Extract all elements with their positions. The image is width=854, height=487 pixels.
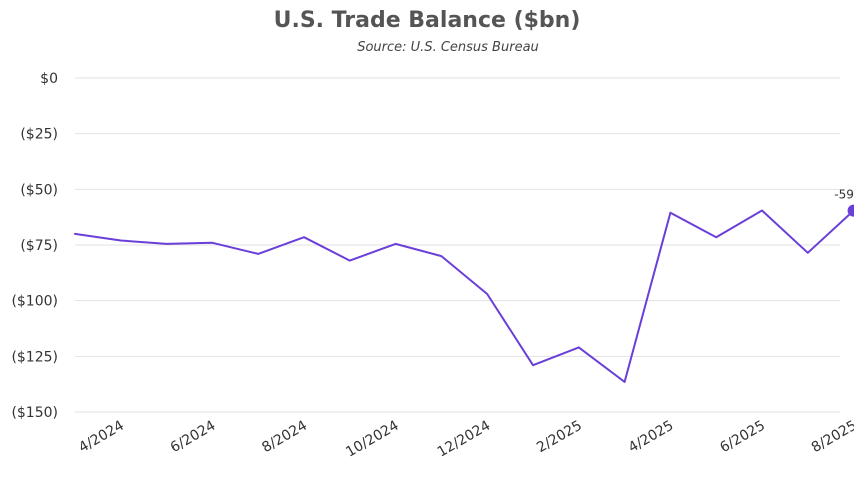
x-tick-label: 4/2025 <box>626 418 677 456</box>
series-line <box>74 209 854 383</box>
x-tick-label: 2/2025 <box>534 418 585 456</box>
series-line-group <box>74 209 854 383</box>
x-tick-label: 12/2024 <box>435 418 493 461</box>
x-axis-tick-labels: 4/2024 6/2024 8/2024 10/2024 12/2024 2/2025 4/… <box>76 418 854 461</box>
y-tick-label: ($125) <box>11 349 58 365</box>
gridlines <box>75 77 840 413</box>
x-tick-label: 8/2024 <box>259 418 310 457</box>
y-axis-tick-labels: $0 ($25) ($50) ($75) ($100) ($125) ($150) <box>11 71 58 421</box>
data-label: -59.55 <box>834 188 854 202</box>
x-tick-label: 6/2024 <box>168 418 219 457</box>
x-tick-label: 10/2024 <box>343 418 401 461</box>
chart-title: U.S. Trade Balance ($bn) <box>273 8 581 33</box>
y-tick-label: ($75) <box>20 238 58 254</box>
x-tick-label: 6/2025 <box>717 418 768 456</box>
y-tick-label: ($150) <box>11 405 58 421</box>
y-tick-label: ($25) <box>20 127 58 143</box>
annotations: -59.55 <box>834 188 854 217</box>
x-tick-label: 4/2024 <box>76 418 127 457</box>
last-point-marker <box>847 204 854 217</box>
chart-subtitle: Source: U.S. Census Bureau <box>357 40 539 55</box>
y-tick-label: $0 <box>40 71 58 87</box>
y-tick-label: ($100) <box>11 294 58 310</box>
y-tick-label: ($50) <box>20 182 58 198</box>
x-tick-label: 8/2025 <box>809 418 854 456</box>
